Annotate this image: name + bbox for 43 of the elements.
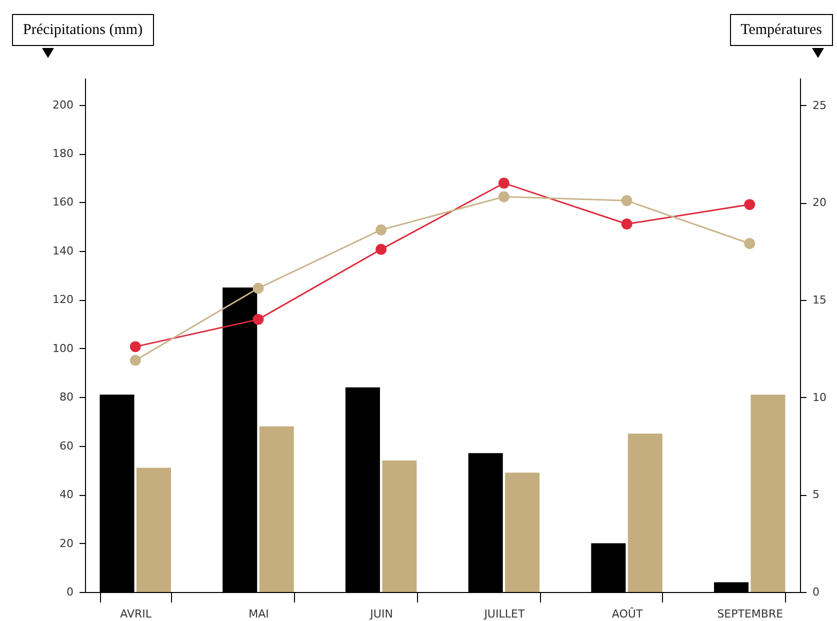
point	[376, 224, 387, 236]
y-tick-label: 140	[52, 244, 74, 258]
point	[498, 191, 510, 202]
y2-tick-label: 10	[812, 390, 826, 404]
y-tick-label: 180	[52, 147, 74, 160]
x-tick-label: MAI	[248, 608, 269, 620]
y-tick-label: 160	[52, 196, 74, 209]
y2-axis-title: Températures	[730, 14, 833, 46]
point	[621, 195, 632, 206]
point	[744, 199, 756, 210]
y-tick-label: 200	[52, 98, 74, 112]
bar	[259, 426, 294, 592]
bar	[750, 394, 786, 592]
y-tick-label: 80	[60, 390, 74, 404]
bar	[505, 472, 540, 592]
x-tick-label: SEPTEMBRE	[717, 608, 784, 620]
point	[130, 341, 141, 352]
y-tick-label: 120	[52, 293, 74, 306]
y-axis-title: Précipitations (mm)	[12, 14, 154, 46]
point	[252, 314, 264, 325]
x-tick-label: AVRIL	[120, 608, 152, 620]
x-tick-label: AOÛT	[612, 606, 643, 620]
point	[252, 282, 264, 294]
y-tick-label: 40	[60, 488, 74, 502]
point	[130, 354, 141, 366]
y-tick-label: 60	[60, 439, 74, 452]
y-tick-label: 0	[66, 586, 74, 598]
bar	[136, 468, 171, 592]
y2-tick-label: 0	[812, 586, 820, 598]
y-tick-label: 100	[52, 342, 74, 355]
y-tick-label: 20	[60, 536, 74, 550]
y2-tick-label: 20	[812, 196, 826, 210]
point	[744, 238, 756, 249]
y2-tick-label: 5	[812, 488, 820, 502]
point	[498, 178, 510, 189]
point	[621, 218, 632, 230]
y2-tick-label: 25	[812, 98, 826, 112]
point	[376, 244, 387, 255]
bar	[382, 460, 417, 592]
x-tick-label: JUILLET	[483, 608, 525, 620]
x-tick-label: JUIN	[369, 608, 393, 620]
y2-tick-label: 15	[812, 293, 826, 306]
bar	[628, 434, 662, 592]
